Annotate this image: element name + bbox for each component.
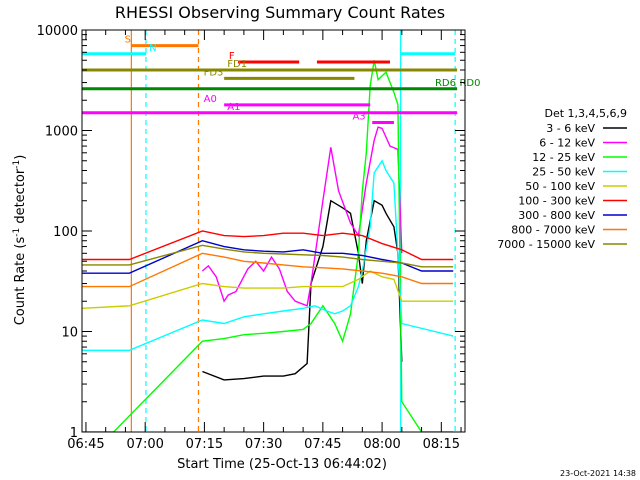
- series-line-0: [202, 199, 403, 381]
- y-axis-label-end: ): [13, 155, 28, 160]
- legend-label-1: 6 - 12 keV: [539, 137, 595, 150]
- timestamp: 23-Oct-2021 14:38: [560, 469, 636, 478]
- x-tick-label-5: 08:00: [363, 437, 400, 452]
- y-tick-label-2: 100: [53, 225, 78, 240]
- x-tick-label-0: 06:45: [67, 437, 104, 452]
- legend-label-3: 25 - 50 keV: [532, 166, 595, 179]
- legend-label-8: 7000 - 15000 keV: [497, 238, 595, 251]
- plot-data-layer: [82, 30, 456, 432]
- x-axis-label: Start Time (25-Oct-13 06:44:02): [177, 457, 387, 472]
- y-tick-label-1: 10: [61, 326, 78, 341]
- flag-label-5: RD6: [435, 78, 456, 89]
- x-tick-label-1: 07:00: [126, 437, 163, 452]
- series-line-8: [82, 244, 454, 268]
- series-line-3: [82, 159, 454, 351]
- flag-label-6: RD0: [459, 78, 480, 89]
- legend-label-6: 300 - 800 keV: [518, 209, 595, 222]
- flag-label-7: A0: [204, 94, 217, 105]
- x-tick-label-3: 07:30: [245, 437, 282, 452]
- x-tick-label-6: 08:15: [423, 437, 460, 452]
- y-tick-label-0: 1: [70, 426, 78, 441]
- series-line-7: [82, 252, 454, 288]
- y-axis-label-main: Count Rate (s: [13, 237, 28, 326]
- y-axis-label-mid: detector: [13, 168, 28, 228]
- flag-label-4: FD3: [204, 67, 224, 78]
- legend-title: Det 1,3,4,5,6,9: [544, 107, 627, 120]
- plot-frame: [81, 29, 466, 433]
- legend-label-7: 800 - 7000 keV: [511, 224, 595, 237]
- x-tick-label-4: 07:45: [304, 437, 341, 452]
- chart-title: RHESSI Observing Summary Count Rates: [115, 3, 445, 22]
- y-axis-label-sup2: -1: [12, 160, 22, 169]
- series-line-2: [82, 60, 454, 432]
- flag-label-3: FD1: [227, 59, 247, 70]
- legend-label-4: 50 - 100 keV: [525, 180, 595, 193]
- flag-label-0: S: [125, 35, 131, 46]
- y-tick-label-3: 1000: [45, 125, 78, 140]
- x-tick-label-2: 07:15: [186, 437, 223, 452]
- legend-label-5: 100 - 300 keV: [518, 195, 595, 208]
- flag-label-9: A3: [352, 112, 365, 123]
- flag-layer: [82, 44, 458, 125]
- y-axis-label-sup1: -1: [12, 228, 22, 237]
- flag-label-2: F: [229, 51, 235, 62]
- series-line-4: [82, 270, 454, 309]
- y-axis-label: Count Rate (s-1 detector-1): [12, 155, 28, 326]
- flag-label-1: N: [149, 43, 156, 54]
- series-line-1: [201, 126, 403, 307]
- legend-label-2: 12 - 25 keV: [532, 151, 595, 164]
- series-line-5: [82, 230, 454, 261]
- legend-label-0: 3 - 6 keV: [546, 122, 595, 135]
- y-tick-label-4: 10000: [37, 24, 78, 39]
- flag-label-8: A1: [227, 102, 240, 113]
